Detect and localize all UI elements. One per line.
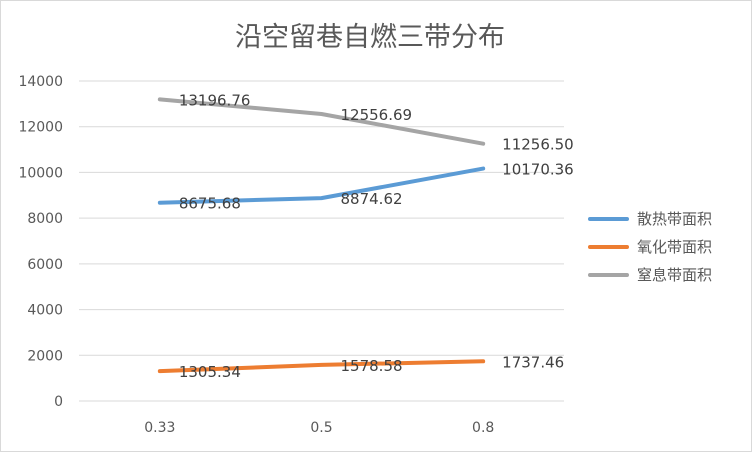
x-axis-ticks: 0.33 0.5 0.8 <box>144 420 494 436</box>
legend-label: 窒息带面积 <box>637 266 712 284</box>
series-line <box>157 359 486 374</box>
series-lines <box>157 97 486 374</box>
data-label: 8874.62 <box>341 190 403 208</box>
data-label: 1737.46 <box>502 353 564 371</box>
y-tick-label: 10000 <box>18 165 63 181</box>
chart-title: 沿空留巷自燃三带分布 <box>235 22 505 53</box>
data-label: 11256.50 <box>502 136 574 154</box>
data-labels: 8675.68 8874.62 10170.36 1305.34 1578.58 1737… <box>179 91 574 381</box>
x-tick-label: 0.8 <box>472 420 494 436</box>
series-line <box>157 166 486 205</box>
data-label: 1305.34 <box>179 363 241 381</box>
y-tick-label: 4000 <box>27 303 63 319</box>
data-label: 1578.58 <box>341 357 403 375</box>
y-tick-label: 14000 <box>18 74 63 90</box>
y-tick-label: 12000 <box>18 120 63 136</box>
data-label: 12556.69 <box>341 106 413 124</box>
y-axis-ticks: 0 2000 4000 6000 8000 10000 12000 14000 <box>18 74 63 410</box>
y-tick-label: 2000 <box>27 348 63 364</box>
x-tick-label: 0.33 <box>144 420 175 436</box>
data-label: 13196.76 <box>179 91 251 109</box>
legend-label: 氧化带面积 <box>637 238 712 256</box>
y-tick-label: 0 <box>54 394 63 410</box>
y-tick-label: 8000 <box>27 211 63 227</box>
x-tick-label: 0.5 <box>310 420 332 436</box>
data-label: 10170.36 <box>502 161 574 179</box>
series-line <box>157 97 486 146</box>
legend-label: 散热带面积 <box>637 210 712 228</box>
y-tick-label: 6000 <box>27 257 63 273</box>
data-label: 8675.68 <box>179 195 241 213</box>
gridlines <box>79 80 564 402</box>
